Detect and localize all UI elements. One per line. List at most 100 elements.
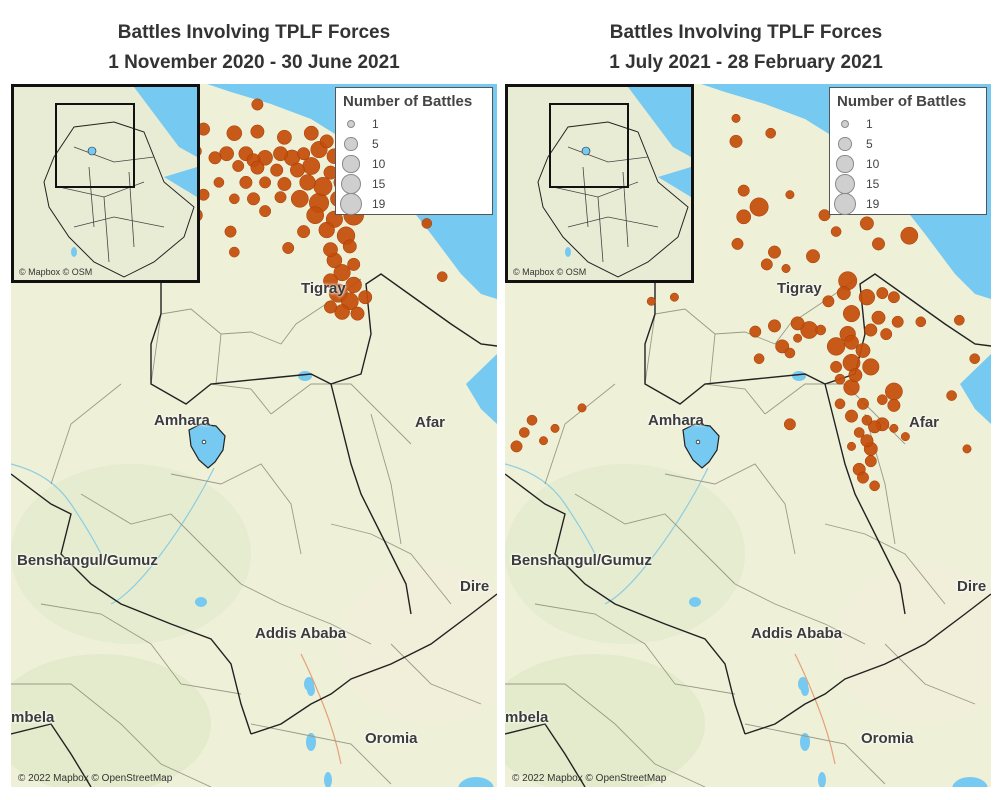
battle-marker — [857, 397, 869, 410]
battle-marker — [299, 174, 316, 191]
admin-border — [11, 683, 212, 787]
battle-marker — [880, 328, 893, 341]
battle-layer — [510, 113, 981, 492]
battle-marker — [749, 325, 762, 338]
legend-circle — [834, 173, 855, 195]
map-credit[interactable]: © 2022 Mapbox © OpenStreetMap — [512, 773, 667, 784]
legend-circle — [840, 119, 850, 129]
label-benshangul: Benshangul/Gumuz — [17, 552, 158, 569]
battle-marker — [282, 242, 295, 254]
legend: Number of Battles 1 5 10 15 19 — [829, 87, 987, 215]
battle-marker — [510, 440, 523, 453]
battle-marker — [736, 209, 752, 225]
terrain-patch — [11, 654, 211, 787]
battle-marker — [969, 353, 981, 365]
legend: Number of Battles 1 5 10 15 19 — [335, 87, 493, 215]
lake — [952, 777, 988, 787]
battle-marker — [259, 205, 272, 218]
inset-extent-box — [549, 103, 629, 188]
admin-border — [240, 583, 372, 645]
lake — [307, 684, 315, 696]
battle-marker — [219, 146, 235, 162]
battle-marker — [848, 368, 863, 383]
lake — [800, 733, 810, 751]
battle-marker — [900, 432, 910, 442]
battle-marker — [228, 193, 240, 205]
map-credit[interactable]: © 2022 Mapbox © OpenStreetMap — [18, 773, 173, 784]
battle-marker — [830, 360, 843, 373]
battle-marker — [731, 237, 744, 250]
legend-entry: 10 — [336, 154, 492, 174]
battle-marker — [868, 420, 882, 434]
inset-country — [537, 121, 689, 278]
battle-marker — [729, 134, 743, 148]
admin-border — [744, 723, 886, 785]
battle-marker — [864, 323, 878, 337]
legend-entry: 15 — [830, 173, 986, 195]
lake — [818, 772, 826, 787]
battle-marker — [251, 98, 264, 111]
battle-marker — [228, 246, 240, 258]
admin-border — [709, 333, 716, 385]
battle-marker — [775, 339, 790, 354]
legend-label: 15 — [372, 177, 386, 191]
battle-marker — [232, 160, 245, 172]
terrain-patch — [505, 654, 705, 787]
label-gambela: mbela — [505, 709, 549, 726]
battle-marker — [876, 394, 888, 406]
region-border — [330, 273, 497, 385]
inset-region-border — [73, 146, 155, 163]
river — [110, 467, 215, 605]
battle-marker — [859, 216, 874, 231]
legend-label: 19 — [372, 197, 386, 211]
region-border — [11, 473, 252, 735]
label-afar: Afar — [909, 414, 940, 431]
map-panel-2[interactable]: Tigray Amhara Afar Benshangul/Gumuz Dire… — [505, 84, 991, 787]
panel-2-title-line1: Battles Involving TPLF Forces — [609, 22, 883, 43]
battle-marker — [277, 129, 292, 145]
battle-marker — [518, 427, 530, 438]
battle-marker — [436, 271, 448, 283]
inset-lake — [581, 146, 591, 156]
battle-marker — [290, 162, 305, 178]
battle-marker — [864, 455, 877, 468]
battle-marker — [350, 306, 365, 321]
legend-circle — [838, 137, 852, 151]
battle-marker — [753, 353, 765, 365]
battle-marker — [784, 347, 796, 359]
legend-label: 1 — [372, 117, 379, 131]
battle-marker — [239, 175, 253, 189]
river — [505, 463, 596, 555]
legend-circle — [340, 193, 362, 215]
legend-circle — [344, 137, 358, 151]
admin-border — [544, 383, 616, 485]
battle-marker — [785, 190, 795, 200]
legend-label: 5 — [372, 137, 379, 151]
battle-marker — [324, 300, 337, 314]
battle-marker — [297, 225, 311, 239]
battle-marker — [871, 310, 886, 325]
inset-lake — [71, 247, 77, 257]
label-addis-ababa: Addis Ababa — [751, 625, 843, 642]
battle-marker — [319, 134, 334, 149]
battle-marker — [781, 264, 791, 273]
battle-marker — [224, 225, 237, 238]
battle-marker — [872, 237, 885, 251]
label-benshangul: Benshangul/Gumuz — [511, 552, 652, 569]
legend-entry: 19 — [830, 193, 986, 215]
battle-marker — [915, 316, 927, 328]
lake — [801, 684, 809, 696]
battle-marker — [290, 189, 309, 208]
battle-marker — [259, 176, 272, 189]
legend-title: Number of Battles — [343, 93, 473, 110]
battle-marker — [830, 226, 842, 237]
admin-border — [824, 523, 946, 605]
inset-map: © Mapbox © OSM — [11, 84, 200, 283]
inset-region-border — [73, 216, 165, 228]
battle-marker — [539, 436, 548, 446]
inset-region-border — [567, 146, 649, 163]
battle-marker — [306, 206, 325, 225]
label-dire: Dire — [460, 578, 490, 595]
battle-marker — [845, 409, 858, 423]
map-panel-1[interactable]: Tigray Amhara Afar Benshangul/Gumuz Dire… — [11, 84, 497, 787]
